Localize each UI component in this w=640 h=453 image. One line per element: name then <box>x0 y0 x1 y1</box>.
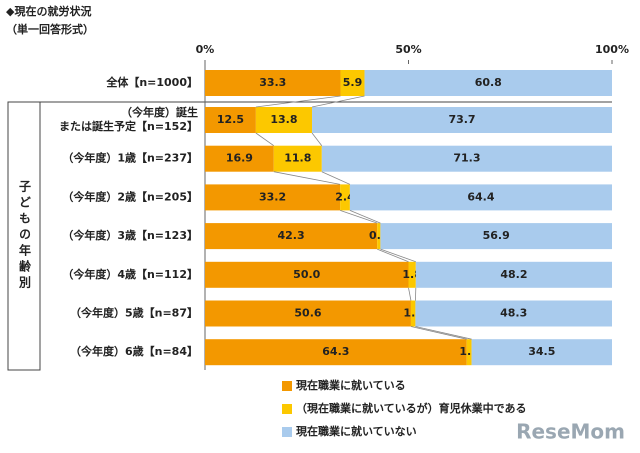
value-label: 12.5 <box>217 113 244 126</box>
connector <box>408 287 412 301</box>
bar-segment <box>205 223 378 250</box>
y-tick-label: 全体【n=1000】 <box>105 75 198 89</box>
bar-segment <box>205 107 256 133</box>
value-label: 16.9 <box>226 152 253 165</box>
value-label: 56.9 <box>483 229 510 242</box>
bar-segment <box>205 339 467 366</box>
value-label: 50.6 <box>294 307 321 320</box>
value-label: 73.7 <box>448 113 475 126</box>
connector <box>273 171 341 185</box>
legend-label: （現在職業に就いているが）育児休業中である <box>296 401 527 415</box>
chart-title: ◆現在の就労状況 <box>6 4 91 18</box>
bar-segment <box>205 300 411 327</box>
value-label: 50.0 <box>293 268 320 281</box>
connector <box>255 132 275 147</box>
value-label: 11.8 <box>284 152 311 165</box>
y-tick-label: （今年度）6歳【n=84】 <box>70 344 198 358</box>
bar-segment <box>205 145 274 172</box>
x-tick-label: 0% <box>196 43 215 56</box>
legend-label: 現在職業に就いていない <box>296 424 417 438</box>
connector <box>339 210 378 224</box>
x-tick-label: 50% <box>395 43 421 56</box>
y-tick-label: （今年度）1歳【n=237】 <box>62 151 198 165</box>
value-label: 13.8 <box>270 113 297 126</box>
value-label: 42.3 <box>278 229 305 242</box>
connector <box>349 210 381 224</box>
connector <box>311 132 323 146</box>
legend-swatch <box>282 381 292 391</box>
bar-segment <box>340 184 350 211</box>
value-label: 48.3 <box>500 307 527 320</box>
legend-swatch <box>282 404 292 414</box>
bar-segment <box>380 223 612 250</box>
bar-segment <box>273 145 322 172</box>
y-tick-label: （今年度）3歳【n=123】 <box>62 228 198 242</box>
value-label: 60.8 <box>475 76 502 89</box>
bar-segment <box>312 107 612 133</box>
chart-subtitle: （単一回答形式） <box>6 22 94 36</box>
x-tick-label: 100% <box>595 43 629 56</box>
value-label: 33.3 <box>259 76 286 89</box>
bar-segment <box>349 184 612 211</box>
bar-segment <box>471 339 612 366</box>
value-label: 34.5 <box>528 345 555 358</box>
value-label: 48.2 <box>500 268 527 281</box>
bar-segment <box>408 261 416 288</box>
y-tick-label: （今年度）誕生または誕生予定【n=152】 <box>59 105 198 133</box>
connector <box>255 95 341 108</box>
connector <box>380 248 416 263</box>
group-label: 子どもの年齢別 <box>18 180 32 292</box>
bar-segment <box>205 70 341 96</box>
bar-segment <box>321 145 612 172</box>
legend-swatch <box>282 427 292 437</box>
connector <box>321 171 351 185</box>
y-tick-label: （今年度）2歳【n=205】 <box>62 189 198 203</box>
value-label: 33.2 <box>259 190 286 203</box>
y-tick-label: （今年度）4歳【n=112】 <box>62 267 198 281</box>
value-label: 64.3 <box>322 345 349 358</box>
bar-segment <box>415 261 612 288</box>
connector <box>377 248 409 263</box>
connector <box>410 326 467 340</box>
bar-segment <box>340 70 365 96</box>
bar-segment <box>364 70 612 96</box>
bar-segment <box>415 300 612 327</box>
legend-label: 現在職業に就いている <box>296 378 406 392</box>
bar-segment <box>377 223 381 250</box>
value-label: 64.4 <box>467 190 494 203</box>
value-label: 5.9 <box>343 76 363 89</box>
y-tick-label: （今年度）5歳【n=87】 <box>70 306 198 320</box>
watermark: ReseMom <box>516 420 625 444</box>
bar-segment <box>255 107 313 133</box>
bar-segment <box>205 261 409 288</box>
connector <box>311 95 365 108</box>
bar-segment <box>466 339 472 366</box>
value-label: 71.3 <box>453 152 480 165</box>
connector <box>415 326 472 340</box>
bar-segment <box>205 184 341 211</box>
bar-segment <box>410 300 416 327</box>
